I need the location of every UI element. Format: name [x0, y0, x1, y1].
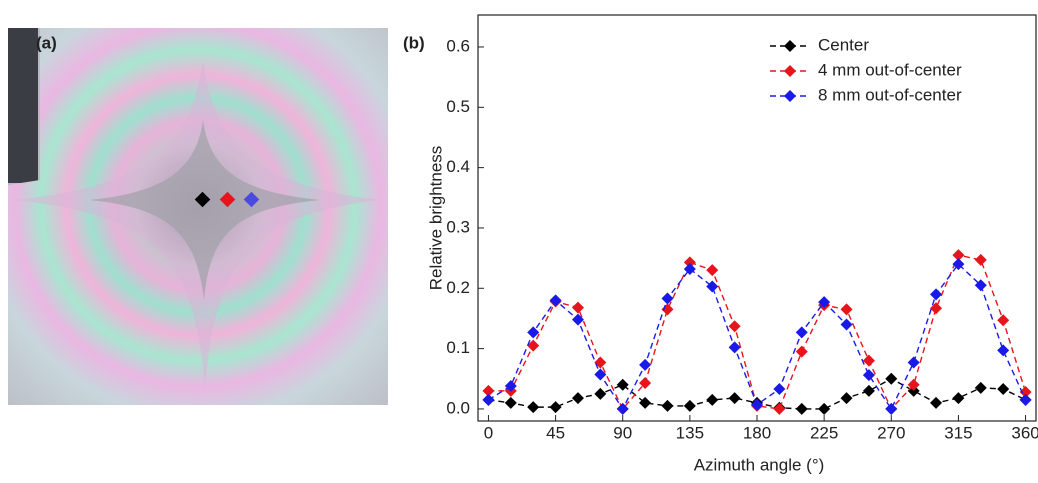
series-line [488, 254, 1027, 411]
y-tick-label: 0.3 [446, 217, 470, 236]
data-point [840, 303, 853, 316]
data-point [885, 372, 898, 385]
photo-panel: (a) [8, 28, 388, 405]
data-point [728, 341, 741, 354]
data-point [930, 302, 943, 315]
data-point [795, 326, 808, 339]
data-point [594, 356, 607, 369]
data-point [952, 249, 965, 262]
x-tick-label: 135 [676, 423, 704, 442]
data-point [527, 326, 540, 339]
legend-marker [784, 90, 796, 102]
x-tick-label: 270 [877, 423, 905, 442]
panel-label: (a) [36, 33, 57, 52]
data-point [997, 383, 1010, 396]
x-tick-label: 45 [546, 423, 565, 442]
data-point [952, 392, 965, 405]
photo-marker [219, 191, 236, 208]
legend-label: Center [818, 35, 869, 54]
data-point [952, 258, 965, 271]
data-point [639, 358, 652, 371]
y-tick-label: 0.5 [446, 97, 470, 116]
photo-marker [194, 191, 211, 208]
data-point [930, 396, 943, 409]
y-tick-label: 0.4 [446, 157, 470, 176]
data-point [571, 313, 584, 326]
data-point [1019, 393, 1032, 406]
data-point [549, 294, 562, 307]
x-tick-label: 0 [484, 423, 493, 442]
data-point [661, 399, 674, 412]
x-tick-label: 225 [810, 423, 838, 442]
y-tick-label: 0.1 [446, 338, 470, 357]
data-point [594, 368, 607, 381]
data-point [706, 393, 719, 406]
legend-label: 8 mm out-of-center [818, 85, 962, 104]
data-point [974, 381, 987, 394]
data-point [907, 356, 920, 369]
data-point [818, 402, 831, 415]
data-point [482, 384, 495, 397]
data-point [907, 378, 920, 391]
legend-marker [784, 65, 796, 77]
data-point [683, 256, 696, 269]
data-point [862, 369, 875, 382]
data-point [885, 402, 898, 415]
data-point [639, 376, 652, 389]
legend-label: 4 mm out-of-center [818, 60, 962, 79]
data-point [974, 279, 987, 292]
data-point [728, 320, 741, 333]
data-point [818, 296, 831, 309]
data-point [1019, 386, 1032, 399]
photo-edge [8, 28, 38, 183]
data-point [997, 314, 1010, 327]
data-point [706, 280, 719, 293]
data-point [840, 318, 853, 331]
data-point [639, 396, 652, 409]
y-axis-label: Relative brightness [426, 146, 445, 291]
data-point [616, 402, 629, 415]
data-point [773, 383, 786, 396]
data-point [504, 396, 517, 409]
data-point [482, 393, 495, 406]
data-point [661, 292, 674, 305]
data-point [840, 392, 853, 405]
data-point [773, 402, 786, 415]
data-point [527, 339, 540, 352]
legend-marker [784, 40, 796, 52]
data-point [728, 392, 741, 405]
x-tick-label: 90 [613, 423, 632, 442]
data-point [997, 344, 1010, 357]
data-point [974, 253, 987, 266]
y-tick-label: 0.6 [446, 36, 470, 55]
panel-label: (b) [403, 33, 425, 52]
data-point [795, 402, 808, 415]
data-point [527, 401, 540, 414]
x-tick-label: 315 [944, 423, 972, 442]
data-point [616, 378, 629, 391]
data-point [549, 401, 562, 414]
data-point [571, 392, 584, 405]
data-point [683, 399, 696, 412]
data-point [795, 345, 808, 358]
data-point [930, 288, 943, 301]
data-point [683, 262, 696, 275]
y-tick-label: 0.0 [446, 398, 470, 417]
data-point [706, 264, 719, 277]
data-point [862, 384, 875, 397]
x-tick-label: 180 [743, 423, 771, 442]
x-axis-label: Azimuth angle (°) [694, 455, 825, 474]
data-point [751, 398, 763, 411]
photo-marker [243, 191, 260, 208]
photo-center [90, 120, 320, 300]
data-point [862, 354, 875, 367]
x-tick-label: 360 [1011, 423, 1038, 442]
data-point [594, 387, 607, 400]
y-tick-label: 0.2 [446, 278, 470, 297]
data-point [571, 301, 584, 314]
data-point [504, 380, 517, 393]
